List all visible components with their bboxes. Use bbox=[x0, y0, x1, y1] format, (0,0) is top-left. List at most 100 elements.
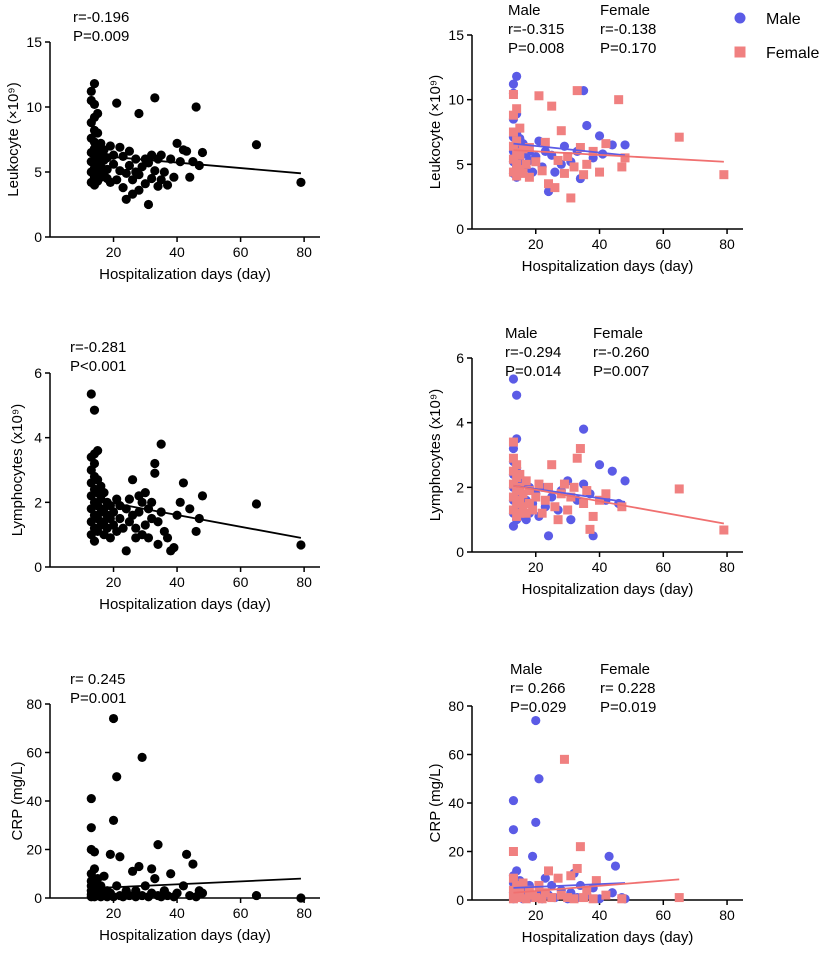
x-tick-label: 20 bbox=[106, 574, 122, 590]
y-axis-label: CRP (mg/L) bbox=[427, 764, 444, 843]
y-axis-label: Leukocyte (×10⁹) bbox=[5, 82, 22, 196]
data-point-female bbox=[524, 143, 534, 153]
data-point-all bbox=[93, 446, 103, 456]
data-point-female bbox=[579, 170, 589, 180]
stat-annotation: Male bbox=[505, 325, 538, 342]
data-point-female bbox=[582, 885, 592, 895]
data-point-all bbox=[181, 849, 192, 859]
data-point-female bbox=[585, 524, 595, 534]
data-point-female bbox=[518, 144, 528, 154]
data-point-all bbox=[150, 166, 160, 176]
data-point-all bbox=[102, 164, 112, 174]
data-point-female bbox=[595, 495, 605, 505]
data-point-male bbox=[620, 476, 630, 486]
data-point-female bbox=[553, 155, 563, 165]
data-point-all bbox=[169, 543, 179, 553]
data-point-all bbox=[112, 98, 122, 108]
data-point-all bbox=[99, 871, 109, 881]
data-point-male bbox=[508, 795, 519, 806]
y-tick-label: 2 bbox=[456, 479, 464, 495]
data-point-all bbox=[143, 199, 154, 210]
data-point-all bbox=[131, 886, 141, 896]
data-point-female bbox=[547, 101, 557, 111]
regression-line bbox=[513, 484, 725, 525]
data-point-all bbox=[156, 439, 166, 449]
data-point-all bbox=[115, 142, 125, 152]
data-point-female bbox=[579, 499, 589, 508]
data-point-female bbox=[572, 86, 582, 96]
data-point-female bbox=[515, 508, 525, 518]
data-point-female bbox=[508, 127, 518, 137]
data-point-female bbox=[556, 126, 566, 136]
chart-crp-sex: 20 40 60 80 0 20 40 60 80 Hospitalization days (d… bbox=[427, 661, 743, 946]
data-point-female bbox=[512, 136, 522, 146]
y-tick-label: 10 bbox=[448, 92, 464, 108]
data-point-female bbox=[524, 499, 534, 508]
data-point-female bbox=[508, 437, 518, 447]
data-point-female bbox=[521, 508, 531, 518]
data-point-female bbox=[582, 159, 592, 169]
data-point-all bbox=[172, 888, 182, 898]
data-point-female bbox=[601, 890, 611, 900]
data-point-all bbox=[134, 170, 144, 180]
data-point-all bbox=[175, 497, 185, 507]
data-point-female bbox=[719, 170, 729, 180]
data-point-all bbox=[89, 99, 100, 109]
stat-annotation: Female bbox=[593, 325, 643, 342]
data-point-female bbox=[617, 894, 627, 904]
data-point-female bbox=[508, 110, 518, 120]
data-point-female bbox=[518, 489, 528, 499]
data-point-female bbox=[617, 162, 627, 172]
data-point-male bbox=[594, 460, 605, 470]
y-tick-label: 60 bbox=[448, 747, 464, 763]
data-point-all bbox=[140, 520, 150, 530]
data-point-female bbox=[572, 863, 582, 873]
data-point-female bbox=[544, 179, 554, 189]
data-point-all bbox=[137, 752, 147, 762]
data-point-male bbox=[512, 390, 522, 400]
data-point-all bbox=[296, 177, 306, 187]
data-point-all bbox=[124, 494, 135, 504]
data-point-all bbox=[124, 146, 135, 156]
regression-line bbox=[513, 142, 626, 157]
data-point-female bbox=[575, 444, 585, 454]
data-point-female bbox=[559, 479, 569, 489]
y-tick-label: 0 bbox=[456, 544, 464, 560]
stat-annotation: Male bbox=[510, 661, 543, 678]
data-point-all bbox=[86, 86, 96, 96]
chart-lymph-sex: 20 40 60 80 0 2 4 6 Hospitalization days (day) Ly… bbox=[427, 325, 743, 598]
stat-annotation: P<0.001 bbox=[70, 358, 126, 375]
y-axis-label: Leukocyte (×10⁹) bbox=[427, 75, 444, 189]
x-tick-label: 20 bbox=[528, 907, 544, 923]
data-point-all bbox=[134, 861, 144, 872]
data-point-female bbox=[524, 885, 534, 895]
data-point-female bbox=[620, 153, 630, 163]
regression-line bbox=[91, 498, 302, 539]
data-point-female bbox=[719, 525, 729, 535]
x-tick-label: 80 bbox=[296, 905, 312, 921]
data-point-all bbox=[108, 713, 119, 724]
data-point-female bbox=[534, 479, 544, 489]
data-point-female bbox=[547, 893, 557, 903]
data-point-all bbox=[150, 874, 160, 884]
y-tick-label: 5 bbox=[34, 164, 42, 180]
data-point-male bbox=[508, 79, 519, 89]
y-tick-label: 20 bbox=[448, 844, 464, 860]
data-point-all bbox=[191, 526, 201, 537]
data-point-female bbox=[524, 172, 534, 182]
data-point-female bbox=[531, 893, 541, 903]
x-axis-label: Hospitalization days (day) bbox=[99, 596, 271, 613]
chart-lymph-all: 20 40 60 80 0 2 4 6 Hospitalization days (day) Ly… bbox=[9, 339, 320, 613]
data-point-female bbox=[559, 754, 569, 764]
data-point-all bbox=[147, 173, 157, 184]
data-point-female bbox=[563, 505, 573, 515]
data-point-female bbox=[553, 873, 563, 883]
stat-annotation: r=-0.260 bbox=[593, 344, 649, 361]
data-point-female bbox=[559, 168, 569, 178]
regression-line bbox=[513, 878, 680, 894]
x-tick-label: 20 bbox=[106, 905, 122, 921]
data-point-all bbox=[131, 523, 141, 533]
x-tick-label: 80 bbox=[296, 244, 312, 260]
y-tick-label: 15 bbox=[26, 34, 42, 50]
data-point-all bbox=[169, 172, 179, 182]
